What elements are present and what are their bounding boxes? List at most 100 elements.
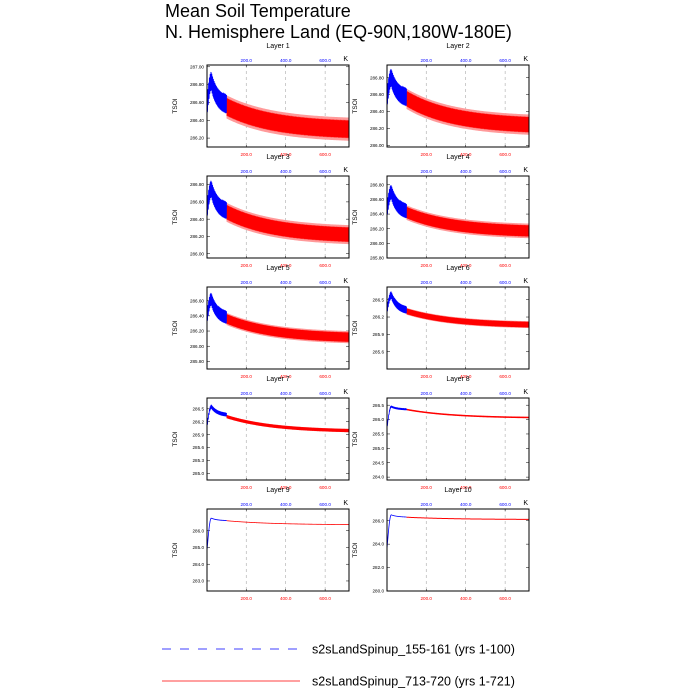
- x-bottom-tick-label: 600.0: [499, 374, 511, 379]
- y-tick-label: 286.5: [373, 403, 385, 408]
- y-axis-label: TSOI: [172, 431, 179, 446]
- y-tick-label: 286.80: [190, 182, 204, 187]
- x-top-tick-label: 600.0: [319, 280, 331, 285]
- panel-layer-7: Layer 7 K TSOI 200.0 400.0 600.0 200.0 400.0 600…: [172, 376, 350, 490]
- panel-layer-4: Layer 4 K TSOI 200.0 400.0 600.0 200.0 400.0 600…: [352, 154, 530, 268]
- y-tick-label: 285.9: [193, 432, 205, 437]
- legend-label-2: s2sLandSpinup_713-720 (yrs 1-721): [312, 675, 515, 689]
- figure-title-line2: N. Hemisphere Land (EQ-90N,180W-180E): [165, 22, 512, 42]
- x-top-tick-label: 600.0: [319, 502, 331, 507]
- panel-title: Layer 8: [446, 376, 469, 383]
- x-top-tick-label: 400.0: [460, 169, 472, 174]
- x-bottom-tick-label: 600.0: [499, 485, 511, 490]
- y-axis-label: TSOI: [352, 98, 359, 113]
- x-bottom-tick-label: 600.0: [499, 152, 511, 157]
- y-tick-label: 285.0: [373, 446, 385, 451]
- panel-title: Layer 1: [266, 43, 289, 50]
- y-tick-label: 286.80: [190, 82, 204, 87]
- y-axis-label: TSOI: [352, 320, 359, 335]
- x-bottom-tick-label: 400.0: [460, 485, 472, 490]
- y-tick-label: 286.60: [190, 100, 204, 105]
- red-series-line: [226, 204, 349, 243]
- y-tick-label: 285.80: [370, 256, 384, 261]
- panel-layer-10: Layer 10 K TSOI 200.0 400.0 600.0 200.0 400.0 60…: [352, 487, 530, 601]
- blue-series-line: [207, 71, 227, 114]
- blue-series-line: [207, 517, 227, 551]
- x-top-tick-label: 200.0: [420, 502, 432, 507]
- y-axis-label: TSOI: [352, 431, 359, 446]
- x-top-tick-label: 200.0: [420, 169, 432, 174]
- x-top-tick-label: 600.0: [499, 280, 511, 285]
- panel-frame: [206, 175, 350, 259]
- panel-layer-2: Layer 2 K TSOI 200.0 400.0 600.0 200.0 400.0 600…: [352, 43, 530, 157]
- y-tick-label: 286.80: [370, 182, 384, 187]
- red-series-line: [406, 516, 529, 520]
- panel-frame: [206, 397, 350, 481]
- x-top-tick-label: 200.0: [420, 280, 432, 285]
- y-tick-label: 286.5: [373, 297, 385, 302]
- y-tick-label: 286.00: [190, 251, 204, 256]
- y-tick-label: 280.0: [373, 589, 385, 594]
- x-bottom-tick-label: 200.0: [240, 263, 252, 268]
- blue-series-line: [207, 292, 227, 324]
- x-top-tick-label: 200.0: [420, 58, 432, 63]
- x-top-tick-label: 200.0: [240, 502, 252, 507]
- x-bottom-tick-label: 600.0: [499, 596, 511, 601]
- y-tick-label: 284.0: [193, 562, 205, 567]
- x-top-tick-label: 200.0: [240, 169, 252, 174]
- blue-series-line: [387, 68, 407, 107]
- y-tick-label: 286.40: [190, 118, 204, 123]
- x-bottom-tick-label: 600.0: [499, 263, 511, 268]
- panel-frame: [206, 286, 350, 370]
- panel-grid: Layer 1 K TSOI 200.0 400.0 600.0 200.0 400.0 600…: [172, 43, 530, 601]
- blue-series-line: [387, 291, 407, 314]
- panel-title: Layer 3: [266, 154, 289, 161]
- y-tick-label: 285.80: [190, 359, 204, 364]
- red-series-line: [226, 313, 349, 343]
- y-tick-label: 286.20: [370, 226, 384, 231]
- x-top-tick-label: 400.0: [280, 280, 292, 285]
- x-top-tick-label: 400.0: [460, 502, 472, 507]
- y-tick-label: 286.60: [370, 92, 384, 97]
- x-top-tick-label: 600.0: [499, 502, 511, 507]
- red-series-line: [406, 206, 529, 237]
- y-axis-label: TSOI: [172, 320, 179, 335]
- x-bottom-tick-label: 600.0: [319, 152, 331, 157]
- y-tick-label: 285.9: [373, 332, 385, 337]
- unit-label: K: [523, 500, 528, 507]
- x-bottom-tick-label: 200.0: [420, 152, 432, 157]
- unit-label: K: [523, 56, 528, 63]
- x-top-tick-label: 400.0: [280, 169, 292, 174]
- panel-frame: [386, 175, 530, 259]
- x-top-tick-label: 400.0: [460, 280, 472, 285]
- y-tick-label: 286.2: [373, 315, 385, 320]
- y-tick-label: 286.40: [370, 212, 384, 217]
- x-bottom-tick-label: 400.0: [280, 263, 292, 268]
- x-top-tick-label: 600.0: [499, 391, 511, 396]
- y-tick-label: 286.40: [190, 313, 204, 318]
- x-top-tick-label: 200.0: [240, 280, 252, 285]
- y-tick-label: 286.40: [190, 217, 204, 222]
- panel-title: Layer 6: [446, 265, 469, 272]
- y-tick-label: 284.0: [373, 475, 385, 480]
- x-top-tick-label: 400.0: [280, 58, 292, 63]
- panel-layer-3: Layer 3 K TSOI 200.0 400.0 600.0 200.0 400.0 600…: [172, 154, 350, 268]
- unit-label: K: [343, 389, 348, 396]
- x-bottom-tick-label: 600.0: [319, 263, 331, 268]
- x-top-tick-label: 200.0: [420, 391, 432, 396]
- x-top-tick-label: 600.0: [319, 58, 331, 63]
- x-bottom-tick-label: 400.0: [460, 152, 472, 157]
- y-tick-label: 285.5: [373, 432, 385, 437]
- y-tick-label: 286.60: [190, 199, 204, 204]
- y-axis-label: TSOI: [172, 209, 179, 224]
- y-tick-label: 286.00: [370, 143, 384, 148]
- panel-frame: [386, 286, 530, 370]
- y-tick-label: 286.20: [190, 136, 204, 141]
- y-tick-label: 286.5: [193, 406, 205, 411]
- y-tick-label: 284.0: [373, 542, 385, 547]
- x-top-tick-label: 400.0: [460, 58, 472, 63]
- x-top-tick-label: 600.0: [499, 169, 511, 174]
- y-tick-label: 286.2: [193, 419, 205, 424]
- y-tick-label: 285.6: [193, 445, 205, 450]
